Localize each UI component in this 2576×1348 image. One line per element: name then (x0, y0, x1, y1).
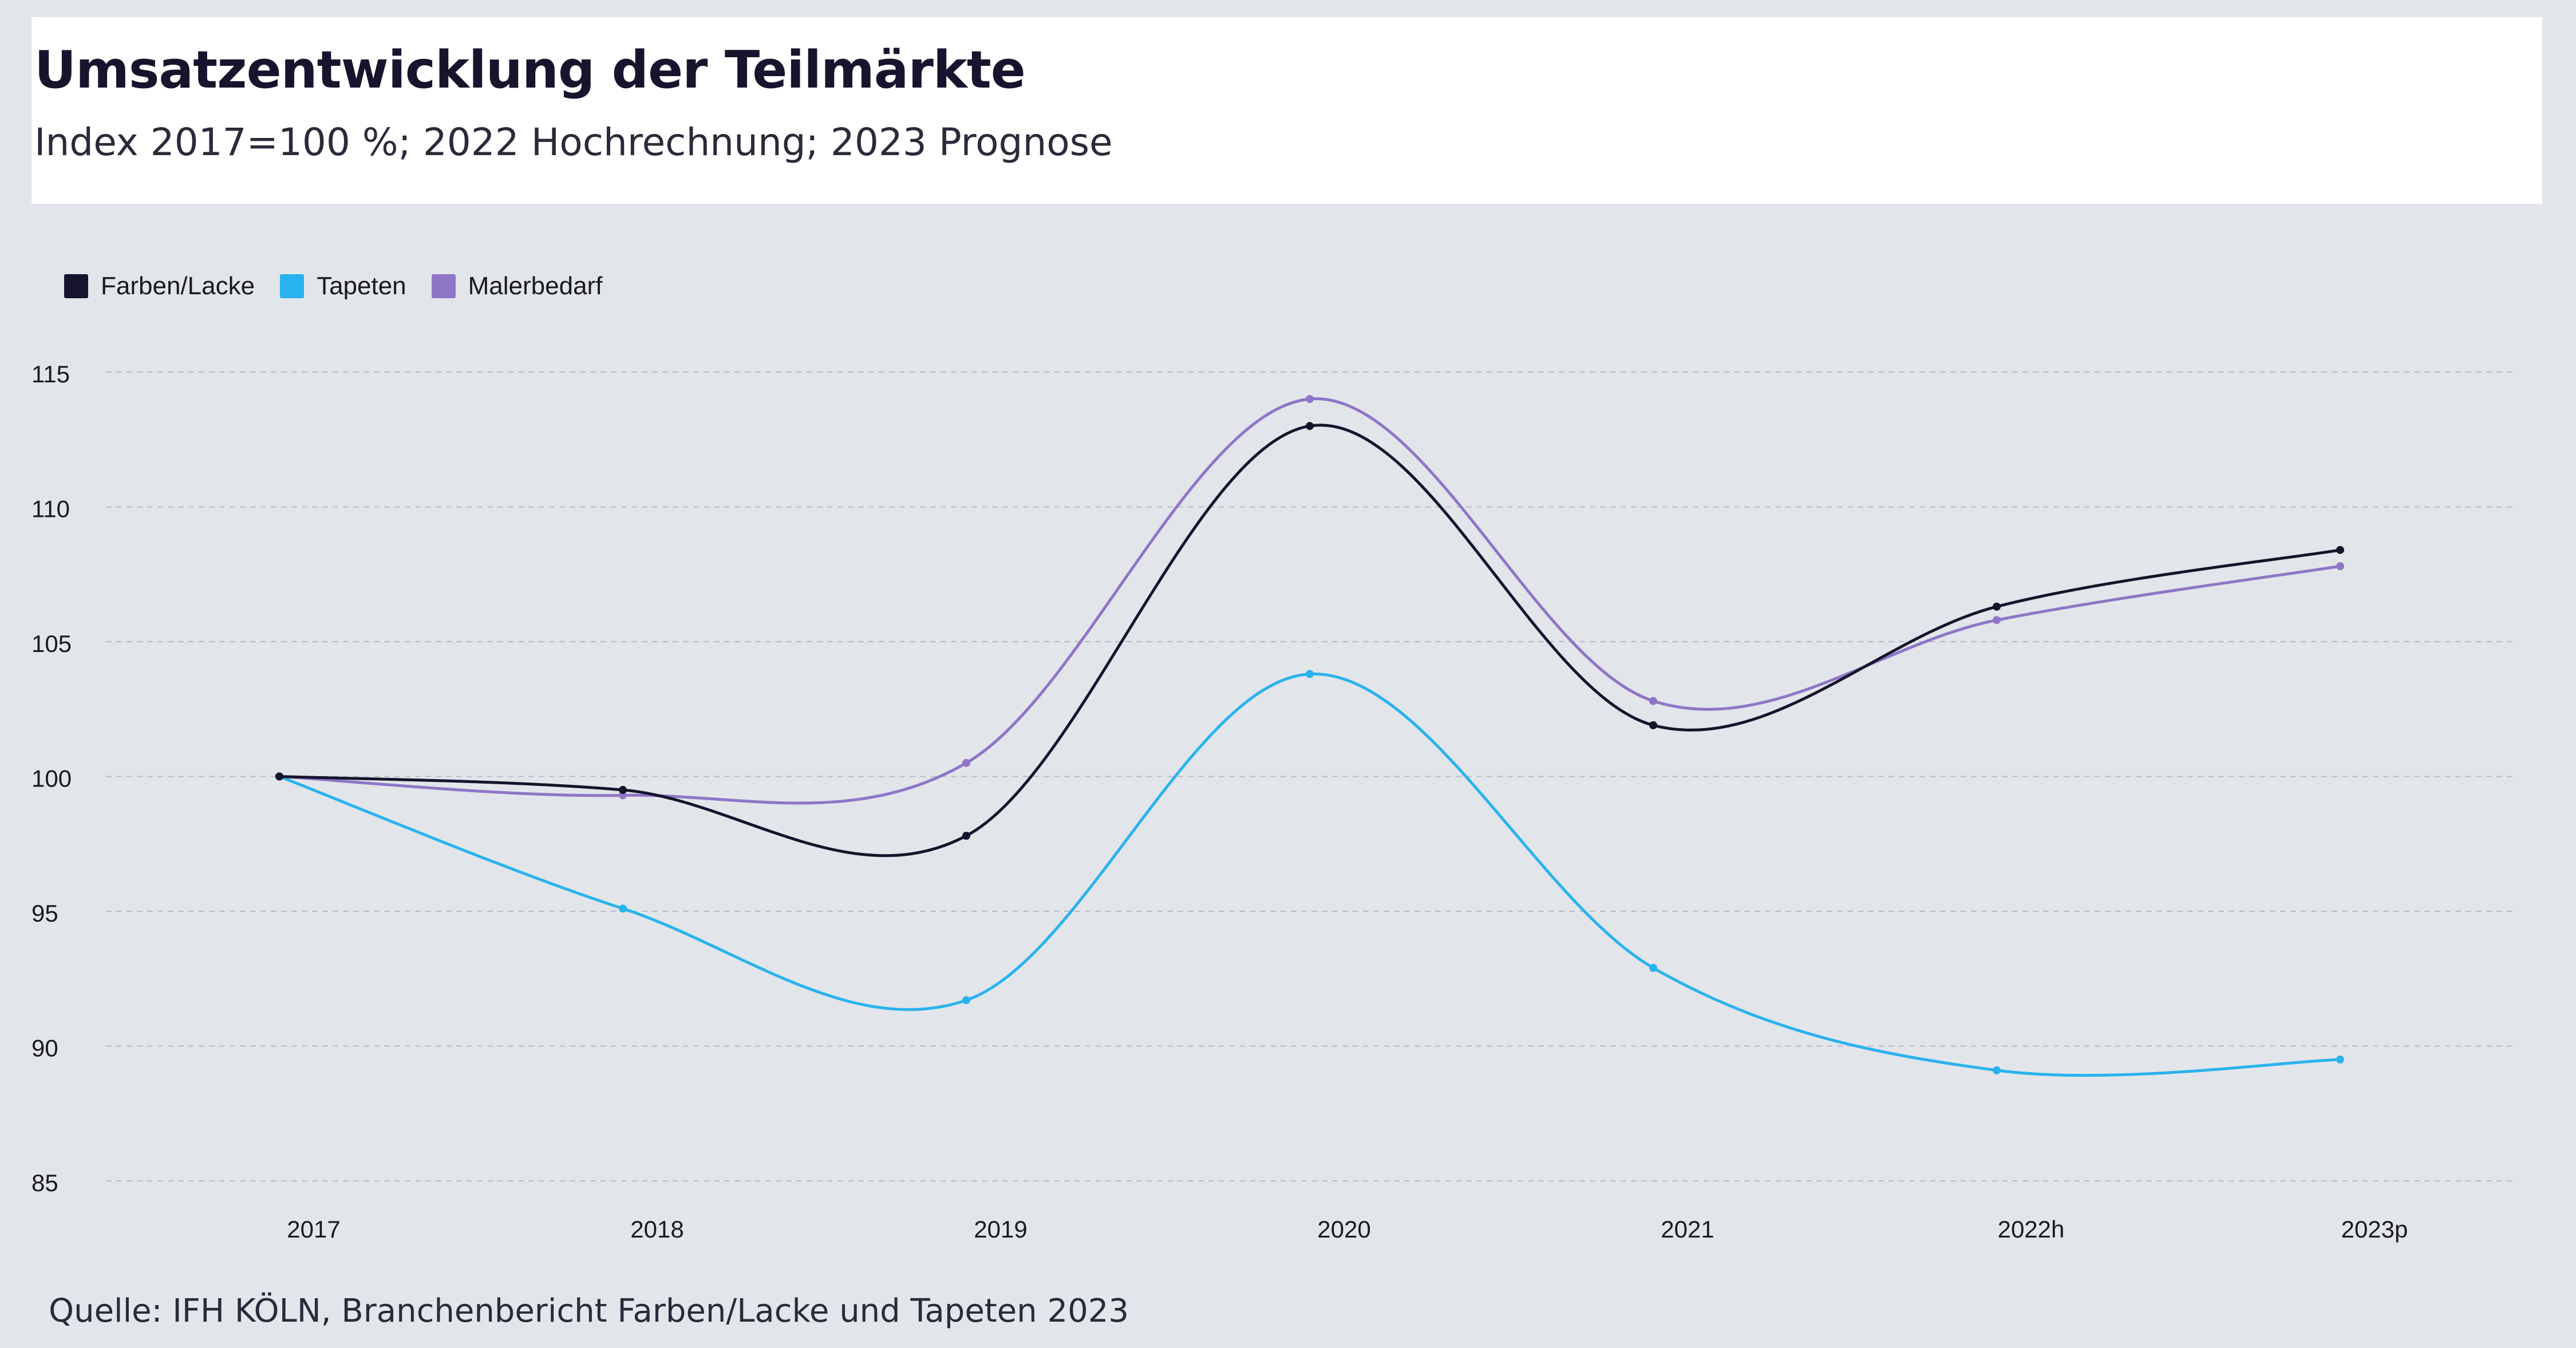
data-point-malerbedarf (962, 758, 970, 767)
legend-item: Tapeten (280, 272, 406, 301)
chart-subtitle: Index 2017=100 %; 2022 Hochrechnung; 202… (34, 120, 1113, 164)
x-tick-label: 2019 (974, 1216, 1027, 1243)
legend-swatch (431, 274, 456, 298)
legend-item: Malerbedarf (431, 272, 603, 301)
y-tick-label: 115 (31, 361, 70, 388)
source-note: Quelle: IFH KÖLN, Branchenbericht Farben… (49, 1292, 1129, 1330)
data-point-tapeten (1306, 670, 1314, 678)
data-point-tapeten (962, 996, 970, 1005)
y-tick-label: 110 (31, 496, 70, 523)
chart-title: Umsatzentwicklung der Teilmärkte (34, 40, 1026, 100)
x-tick-label: 2023p (2341, 1216, 2408, 1243)
data-point-farben-lacke (1649, 721, 1657, 730)
x-tick-label: 2017 (287, 1216, 340, 1243)
legend-label: Tapeten (317, 272, 406, 300)
y-tick-label: 90 (31, 1035, 58, 1062)
y-tick-label: 95 (31, 900, 58, 927)
series-line-tapeten (278, 672, 2342, 1077)
legend-swatch (280, 274, 305, 298)
x-tick-label: 2021 (1661, 1216, 1714, 1243)
legend-swatch (64, 274, 88, 298)
data-point-farben-lacke (619, 786, 627, 794)
legend-label: Malerbedarf (468, 272, 603, 300)
legend-item: Farben/Lacke (64, 272, 255, 301)
data-point-malerbedarf (1649, 697, 1657, 705)
data-point-tapeten (619, 904, 627, 913)
data-point-farben-lacke (2336, 545, 2344, 554)
data-point-farben-lacke (962, 832, 970, 840)
data-point-malerbedarf (2336, 562, 2344, 571)
data-point-tapeten (1993, 1066, 2001, 1074)
data-point-farben-lacke (1993, 602, 2001, 611)
series-line-malerbedarf (278, 397, 2342, 805)
legend: Farben/Lacke Tapeten Malerbedarf (64, 272, 627, 301)
x-tick-label: 2018 (630, 1216, 683, 1243)
x-tick-label: 2022h (1998, 1216, 2065, 1243)
data-point-tapeten (2336, 1056, 2344, 1064)
y-tick-label: 85 (31, 1169, 58, 1196)
data-point-farben-lacke (275, 772, 283, 781)
legend-label: Farben/Lacke (101, 272, 255, 300)
series-line-farben-lacke (278, 424, 2342, 857)
x-tick-label: 2020 (1317, 1216, 1370, 1243)
line-chart: 85 90 95 100 105 110 115 2017 2018 2019 2020 2021 20… (31, 361, 2513, 1243)
data-point-malerbedarf (1306, 395, 1314, 404)
header-card (31, 17, 2542, 204)
data-point-tapeten (1649, 963, 1657, 972)
y-tick-label: 100 (31, 765, 72, 792)
data-point-farben-lacke (1306, 422, 1314, 430)
data-point-malerbedarf (1993, 616, 2001, 624)
y-tick-label: 105 (31, 630, 72, 657)
